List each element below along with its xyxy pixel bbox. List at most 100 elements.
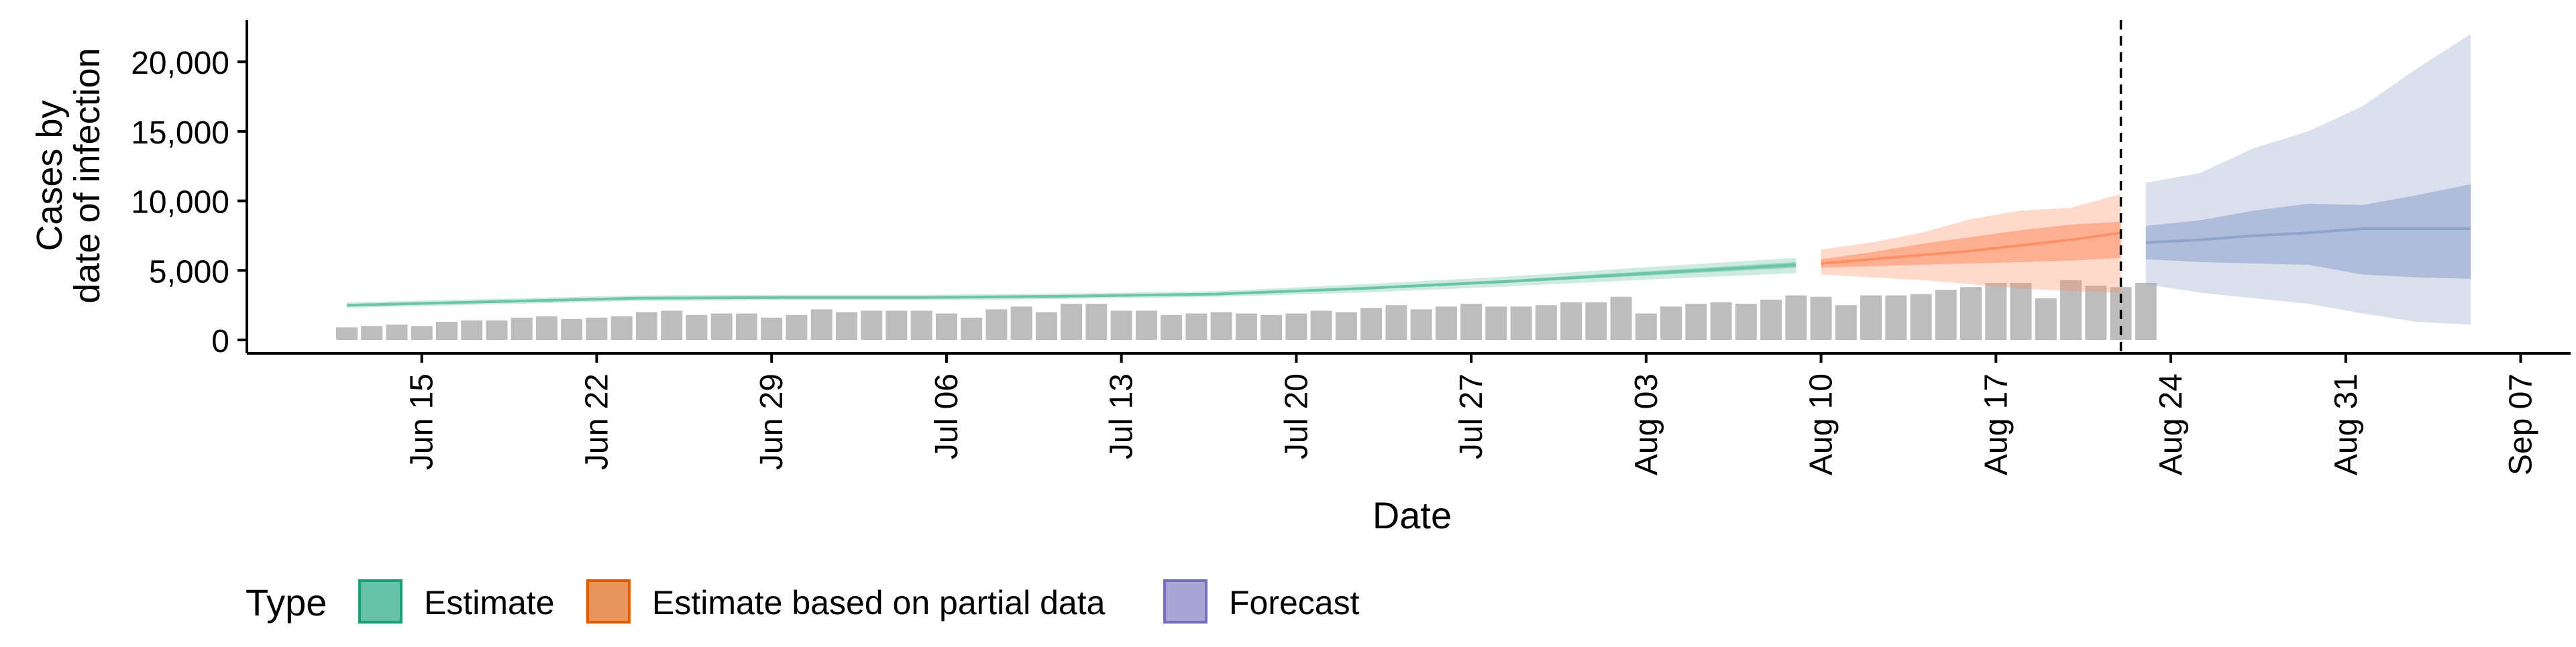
- bar: [436, 322, 458, 340]
- legend-label: Estimate: [424, 584, 555, 622]
- bar: [411, 326, 433, 340]
- bar: [861, 310, 883, 340]
- bar: [935, 313, 957, 340]
- bar: [1061, 304, 1083, 340]
- bar: [1985, 283, 2007, 340]
- bar: [1610, 296, 1632, 340]
- legend-swatch: [1163, 579, 1208, 624]
- bar: [1110, 310, 1132, 340]
- y-tick-label: 20,000: [131, 46, 229, 81]
- y-axis-label-line-1: Cases by: [30, 100, 70, 251]
- bar: [1660, 306, 1682, 340]
- bar: [1560, 302, 1582, 340]
- bar: [1161, 314, 1183, 340]
- bar: [1035, 312, 1057, 340]
- legend-swatch: [586, 579, 631, 624]
- bar: [1210, 312, 1232, 340]
- x-tick-label: Sep 07: [2504, 373, 2539, 475]
- bar: [786, 314, 808, 340]
- bar: [2060, 280, 2082, 340]
- bar: [635, 312, 657, 340]
- legend-label: Forecast: [1229, 584, 1360, 622]
- bar: [2085, 286, 2107, 340]
- bar: [1635, 313, 1657, 340]
- bar: [461, 320, 483, 340]
- bar-layer: [336, 280, 2157, 340]
- forecast-median-line: [2145, 227, 2471, 244]
- bar: [1510, 306, 1532, 340]
- bar: [1935, 290, 1957, 340]
- bar: [2035, 298, 2057, 340]
- bar: [985, 309, 1008, 340]
- x-tick-label: Jun 22: [580, 373, 615, 470]
- bar: [1185, 313, 1208, 340]
- bar: [1460, 304, 1483, 340]
- bar: [561, 318, 583, 340]
- bar: [1285, 313, 1307, 340]
- bar: [1385, 305, 1407, 340]
- bar: [2010, 283, 2032, 340]
- bar: [1710, 302, 1732, 340]
- forecast-outer-band: [2145, 34, 2471, 325]
- bar: [961, 317, 983, 340]
- bar: [1435, 306, 1457, 340]
- bar: [2135, 283, 2157, 340]
- y-tick-label: 10,000: [131, 185, 229, 221]
- bar: [810, 309, 833, 340]
- y-tick-label: 0: [211, 324, 229, 359]
- bar: [586, 317, 608, 340]
- x-tick-label: Jun 29: [754, 373, 790, 470]
- legend-label: Estimate based on partial data: [652, 584, 1106, 622]
- x-tick-label: Aug 24: [2153, 373, 2189, 475]
- bar: [1860, 295, 1882, 340]
- x-tick-label: Aug 31: [2328, 373, 2364, 475]
- bar: [1310, 310, 1332, 340]
- bar: [1760, 299, 1782, 340]
- bar: [885, 310, 908, 340]
- ribbon-layer: [346, 34, 2471, 325]
- bar: [1960, 287, 1982, 340]
- bar: [536, 316, 557, 340]
- estimate-outer-band: [347, 257, 1796, 308]
- bar: [1010, 306, 1032, 340]
- bar: [1235, 313, 1257, 340]
- bar: [735, 313, 757, 340]
- bar: [710, 313, 733, 340]
- bar: [1785, 295, 1807, 340]
- bar: [1360, 308, 1383, 340]
- legend-swatch: [358, 579, 402, 624]
- x-axis-label: Date: [1373, 494, 1452, 536]
- x-tick-label: Jul 20: [1279, 373, 1314, 459]
- bar: [1810, 296, 1832, 340]
- legend-title: Type: [246, 581, 327, 624]
- x-tick-label: Jul 13: [1104, 373, 1140, 459]
- bar: [1135, 310, 1157, 340]
- bar: [1085, 304, 1108, 340]
- bar: [686, 314, 708, 340]
- x-tick-label: Aug 17: [1978, 373, 2014, 475]
- bar: [1835, 305, 1857, 340]
- x-tick-label: Aug 10: [1804, 373, 1839, 475]
- bar: [1685, 304, 1707, 340]
- bar: [661, 310, 683, 340]
- x-tick-label: Aug 03: [1629, 373, 1664, 475]
- bar: [835, 312, 857, 340]
- forecast-inner-band: [2145, 184, 2471, 279]
- bar: [336, 327, 358, 340]
- y-tick-label: 5,000: [149, 254, 229, 290]
- bar: [1535, 305, 1557, 340]
- bar: [1910, 294, 1932, 340]
- estimate-median-line: [346, 263, 1796, 307]
- x-tick-label: Jul 06: [929, 373, 965, 459]
- bar: [1410, 309, 1432, 340]
- x-tick-label: Jul 27: [1454, 373, 1489, 459]
- y-axis-label-line-2: date of infection: [67, 48, 107, 303]
- axes-layer: 0 5,000 10,000 15,000 20,000 Jun 15 Jun 22 Jun …: [131, 20, 2571, 475]
- bar: [1485, 306, 1507, 340]
- bar: [761, 317, 783, 340]
- bar: [910, 310, 932, 340]
- bar: [486, 320, 508, 340]
- bar: [1335, 312, 1357, 340]
